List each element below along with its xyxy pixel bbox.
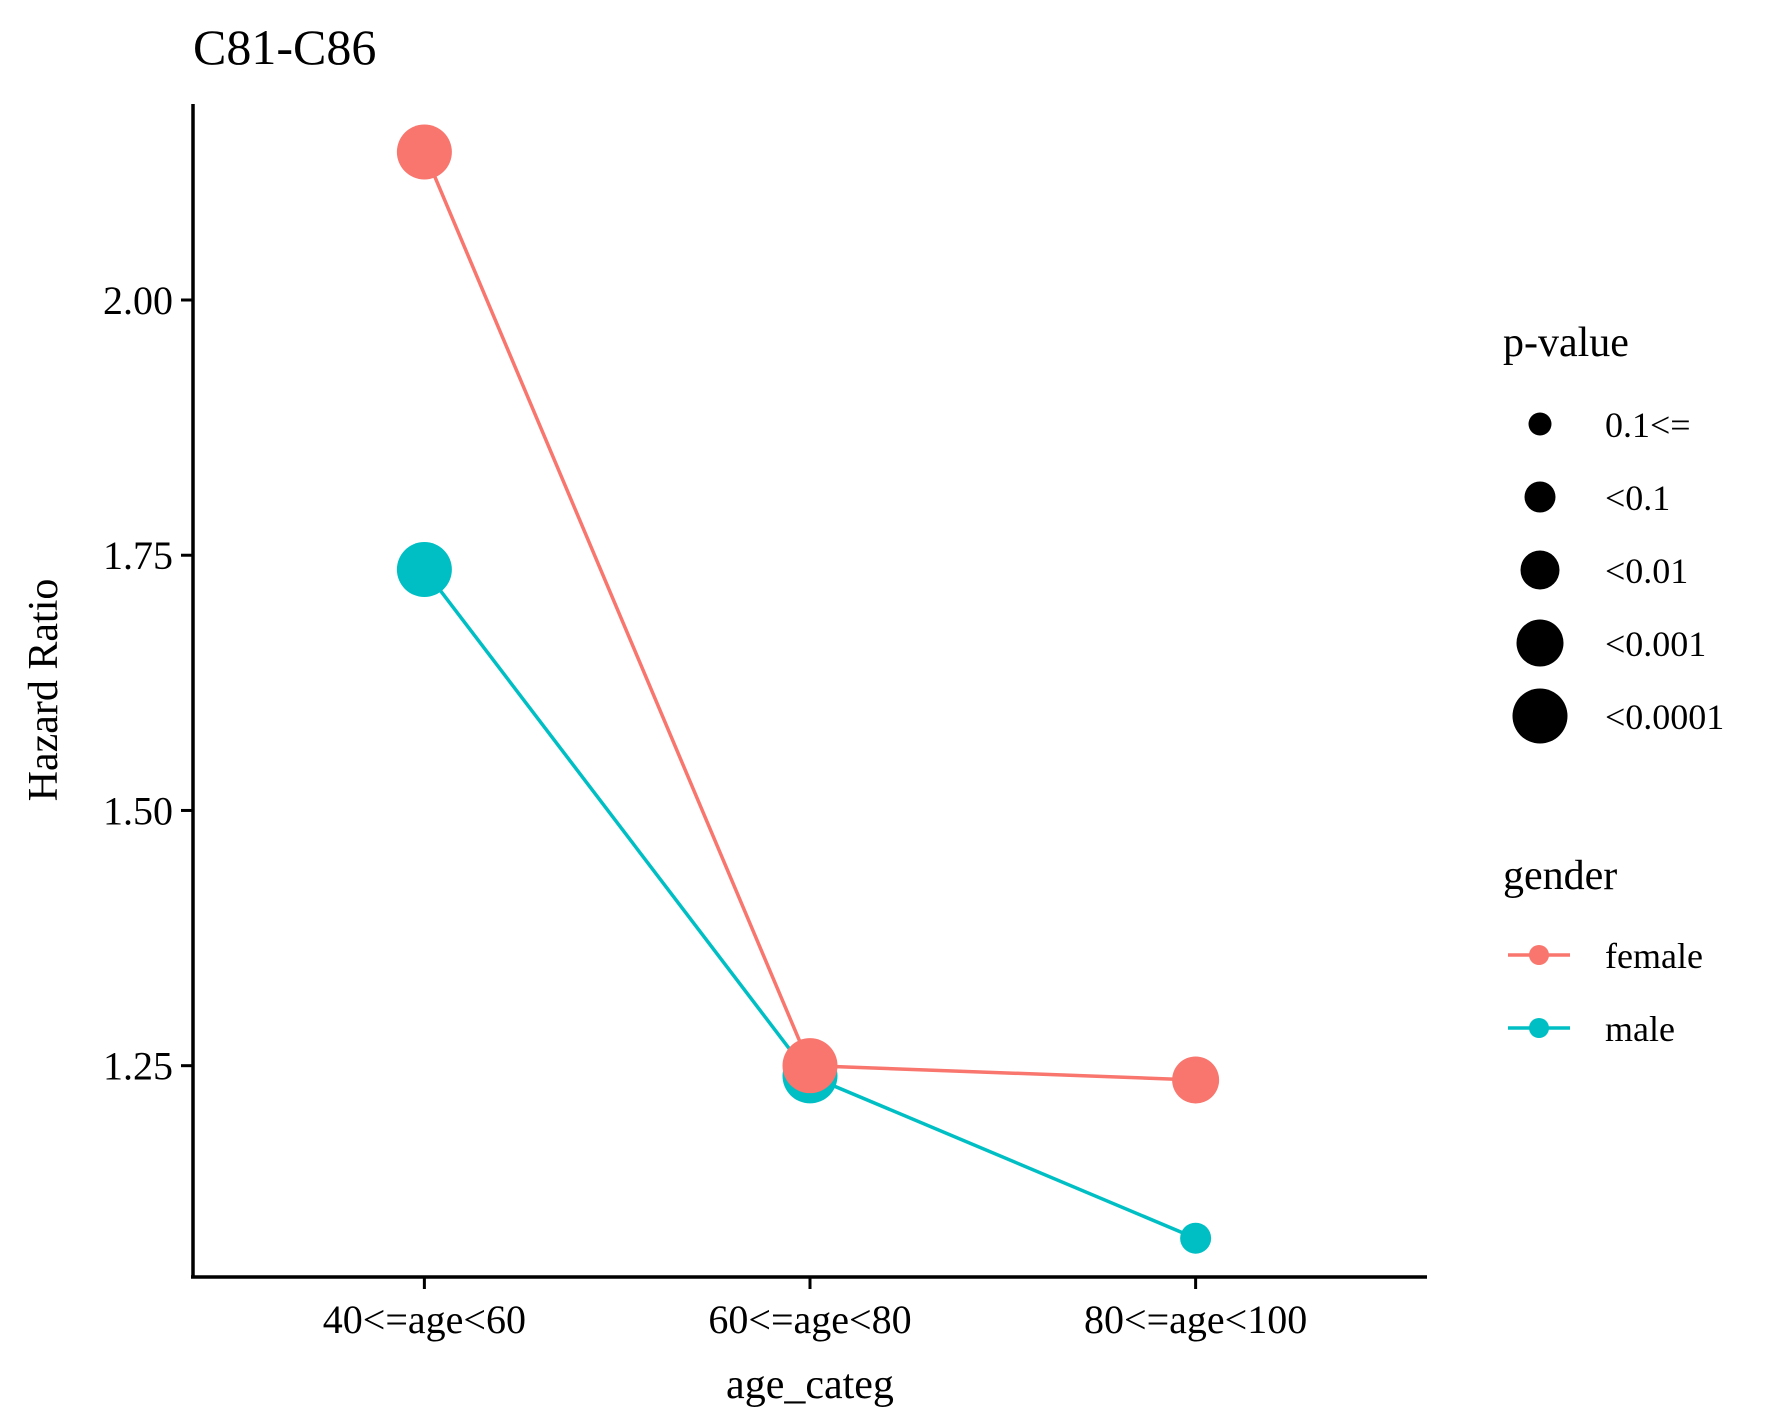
y-axis-title: Hazard Ratio (21, 579, 67, 802)
x-axis-title: age_categ (726, 1362, 894, 1408)
x-tick-label: 80<=age<100 (1084, 1297, 1307, 1342)
chart-title: C81-C86 (193, 19, 376, 75)
data-point-female (396, 124, 452, 180)
legend-pvalue-title: p-value (1503, 320, 1629, 366)
legend-gender-title: gender (1503, 853, 1617, 899)
legend-pvalue-label: <0.0001 (1605, 697, 1724, 737)
series-line-male (422, 568, 1197, 1240)
legend-gender-items: female male (1508, 936, 1703, 1049)
data-point-female (782, 1038, 838, 1094)
legend-gender: gender female male (1503, 853, 1703, 1049)
data-point-male (1180, 1222, 1212, 1254)
axes: 1.25 1.50 1.75 2.00 40<=age<60 60<=age<80 80<=… (103, 278, 1307, 1342)
x-tick-label: 40<=age<60 (323, 1297, 526, 1342)
y-tick-label: 1.25 (103, 1044, 173, 1089)
y-tick-label: 2.00 (103, 278, 173, 323)
series-points (396, 124, 1220, 1254)
legend-size-key (1524, 481, 1556, 513)
legend-gender-label: male (1605, 1009, 1675, 1049)
legend-size-key (1528, 412, 1552, 436)
legend-gender-point-key (1529, 1018, 1549, 1038)
legend-size-key (1520, 550, 1560, 590)
x-tick-label: 60<=age<80 (708, 1297, 911, 1342)
plot-area (396, 124, 1220, 1254)
legend-gender-label: female (1605, 936, 1703, 976)
legend-pvalue-label: <0.001 (1605, 624, 1706, 664)
legend-size-key (1516, 619, 1564, 667)
legend-pvalue-label: <0.01 (1605, 551, 1688, 591)
legend-pvalue-label: <0.1 (1605, 478, 1670, 518)
legend-pvalue: p-value 0.1<= <0.1 <0.01 <0.001 <0.0001 (1503, 320, 1724, 744)
legend-size-key (1512, 688, 1568, 744)
y-tick-label: 1.50 (103, 788, 173, 833)
legend-pvalue-label: 0.1<= (1605, 405, 1691, 445)
legend-pvalue-items: 0.1<= <0.1 <0.01 <0.001 <0.0001 (1512, 405, 1724, 744)
data-point-female (1172, 1056, 1220, 1104)
legend-gender-point-key (1529, 945, 1549, 965)
data-point-male (396, 542, 452, 598)
y-tick-label: 1.75 (103, 533, 173, 578)
series-line-female (422, 151, 1196, 1082)
